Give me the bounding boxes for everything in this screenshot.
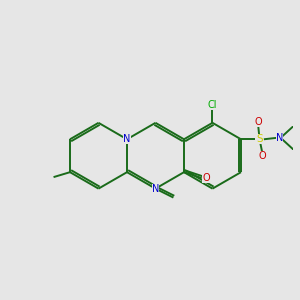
Text: O: O — [254, 117, 262, 127]
Text: N: N — [123, 134, 131, 144]
Text: N: N — [276, 133, 283, 143]
Text: S: S — [256, 134, 263, 144]
Text: O: O — [259, 152, 266, 161]
Text: Cl: Cl — [208, 100, 217, 110]
Text: O: O — [202, 173, 210, 183]
Text: N: N — [152, 184, 159, 194]
